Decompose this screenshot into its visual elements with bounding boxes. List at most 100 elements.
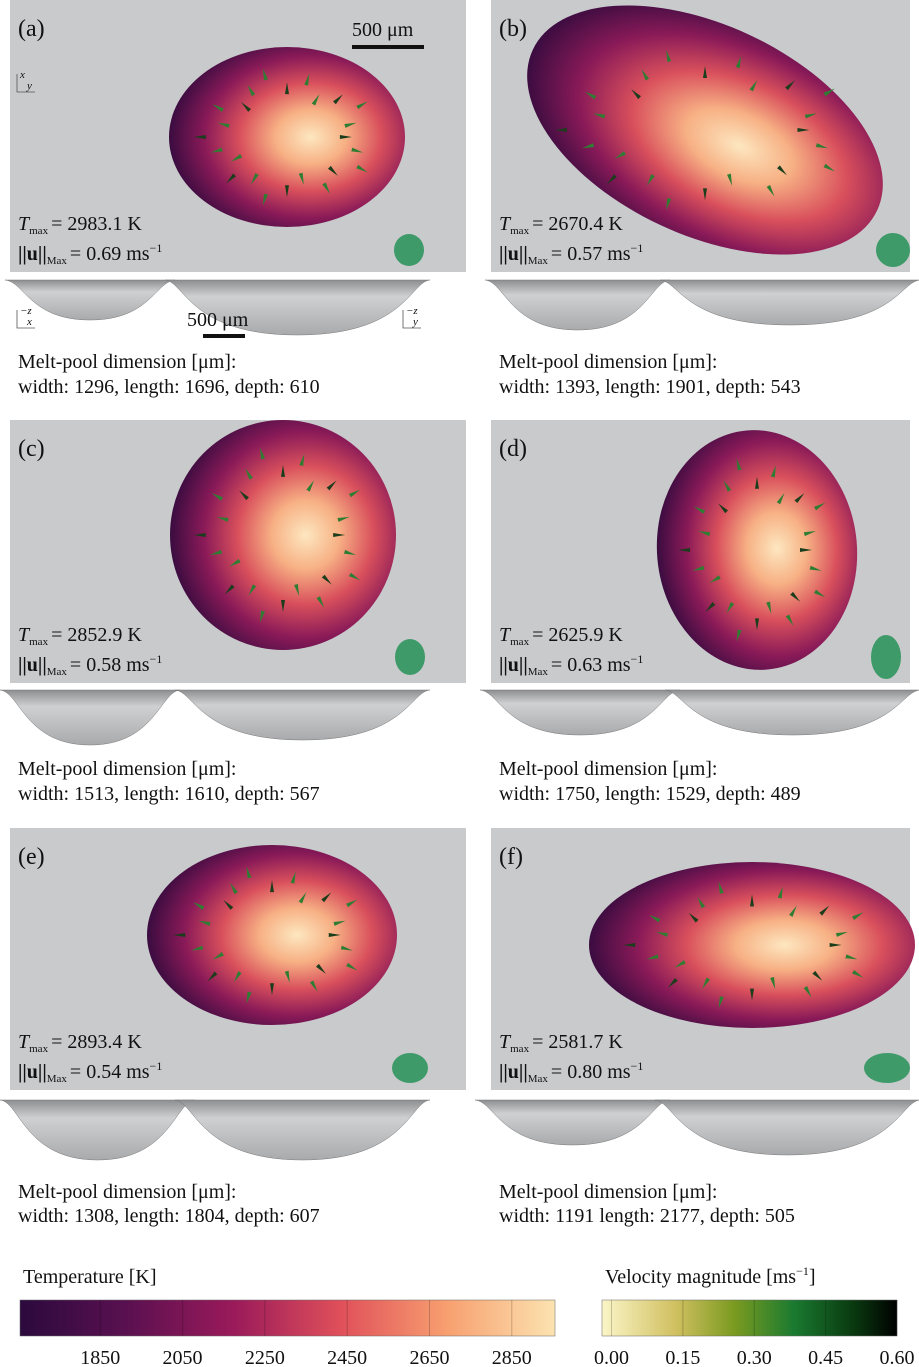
colorbar-title: Velocity magnitude [ms−1] bbox=[605, 1264, 816, 1288]
side-view bbox=[654, 1099, 919, 1156]
colorbar-title-end: ] bbox=[809, 1266, 816, 1288]
velocity-arrow bbox=[248, 584, 257, 596]
velocity-arrow bbox=[304, 73, 310, 86]
velocity-arrow bbox=[327, 165, 338, 176]
colorbar-tick-label: 2650 bbox=[409, 1347, 449, 1367]
velocity-arrow bbox=[346, 899, 358, 908]
velocity-arrow bbox=[785, 614, 794, 626]
velocity-arrow bbox=[211, 493, 223, 501]
velocity-arrow bbox=[750, 894, 754, 907]
velocity-arrow bbox=[777, 886, 783, 899]
velocity-arrow bbox=[766, 184, 775, 197]
velocity-arrow bbox=[797, 128, 810, 132]
velocity-arrow bbox=[718, 996, 724, 1009]
velocity-arrow bbox=[224, 584, 235, 595]
colorbar-tick-label: 0.15 bbox=[665, 1347, 700, 1367]
side-view bbox=[664, 689, 919, 736]
colorbar-tick-label: 2450 bbox=[327, 1347, 367, 1367]
u-max-value: = 0.69 bbox=[70, 243, 121, 265]
side-view bbox=[0, 689, 181, 746]
velocity-arrow bbox=[697, 896, 706, 909]
velocity-arrow bbox=[191, 945, 204, 951]
velocity-arrow bbox=[230, 154, 243, 162]
velocity-arrow bbox=[281, 464, 285, 477]
velocity-arrow bbox=[259, 610, 265, 623]
velocity-arrow bbox=[554, 128, 567, 132]
u-max: ||u||Max = 0.63 ms−1 bbox=[499, 652, 643, 678]
velocity-arrow bbox=[339, 135, 352, 139]
velocity-arrow bbox=[173, 933, 186, 937]
velocity-arrow bbox=[614, 151, 626, 159]
laser-spot bbox=[876, 233, 910, 267]
axis-label: x bbox=[26, 316, 32, 328]
unit: ms bbox=[126, 654, 150, 676]
laser-spot bbox=[864, 1053, 910, 1083]
velocity-arrow bbox=[326, 480, 337, 491]
u-sub: Max bbox=[47, 1073, 68, 1085]
colorbar-tick-label: 1850 bbox=[80, 1347, 120, 1367]
velocity-arrow bbox=[794, 493, 805, 504]
velocity-arrow bbox=[705, 602, 716, 612]
velocity-arrow bbox=[703, 65, 707, 78]
t-max-value: = 2581.7 K bbox=[532, 1031, 623, 1053]
u-max: ||u||Max = 0.69 ms−1 bbox=[18, 241, 162, 267]
u-sub: Max bbox=[528, 1073, 549, 1085]
velocity-arrow bbox=[692, 565, 705, 571]
velocity-arrow bbox=[582, 143, 595, 149]
velocity-arrow bbox=[785, 80, 796, 91]
velocity-arrow bbox=[726, 602, 735, 614]
velocity-arrow bbox=[281, 600, 285, 613]
side-view bbox=[174, 1099, 431, 1161]
velocity-arrow bbox=[246, 991, 252, 1004]
velocity-arrow bbox=[790, 591, 801, 602]
dimension-title: Melt-pool dimension [μm]: bbox=[18, 1181, 236, 1203]
dimension-title: Melt-pool dimension [μm]: bbox=[18, 758, 236, 780]
u-max-value: = 0.80 bbox=[551, 1061, 602, 1083]
velocity-arrow bbox=[666, 49, 672, 62]
velocity-arrow bbox=[285, 185, 289, 198]
velocity-arrow bbox=[702, 977, 711, 989]
velocity-arrow bbox=[845, 954, 858, 960]
u-max-value: = 0.54 bbox=[70, 1061, 121, 1083]
side-view bbox=[4, 279, 176, 321]
velocity-arrow bbox=[631, 89, 642, 100]
t-max-value: = 2670.4 K bbox=[532, 213, 623, 235]
colorbar-tick-label: 2850 bbox=[492, 1347, 532, 1367]
u-max: ||u||Max = 0.58 ms−1 bbox=[18, 652, 162, 678]
velocity-arrow bbox=[316, 963, 326, 974]
velocity-arrow bbox=[606, 174, 617, 185]
velocity-arrow bbox=[584, 91, 597, 100]
colorbar bbox=[19, 1299, 556, 1337]
velocity-arrow bbox=[667, 977, 678, 988]
dimension-values: width: 1191 length: 2177, depth: 505 bbox=[499, 1205, 795, 1227]
velocity-arrow bbox=[298, 172, 304, 185]
velocity-arrow bbox=[233, 971, 242, 983]
u-max-value: = 0.58 bbox=[70, 654, 121, 676]
u-max: ||u||Max = 0.80 ms−1 bbox=[499, 1059, 643, 1085]
u-max-value: = 0.57 bbox=[551, 243, 602, 265]
velocity-arrow bbox=[285, 82, 289, 95]
velocity-arrow bbox=[703, 188, 707, 201]
velocity-arrow bbox=[192, 902, 205, 910]
dimension-values: width: 1296, length: 1696, depth: 610 bbox=[18, 376, 320, 398]
velocity-arrow bbox=[812, 970, 823, 981]
velocity-arrow bbox=[646, 954, 659, 960]
velocity-arrow bbox=[688, 912, 699, 923]
velocity-arrow bbox=[226, 173, 236, 184]
velocity-arrow bbox=[210, 147, 223, 153]
velocity-arrow bbox=[198, 920, 211, 926]
t-sub: max bbox=[29, 225, 48, 237]
velocity-arrow bbox=[666, 198, 672, 211]
velocity-arrow bbox=[337, 516, 350, 522]
velocity-arrow bbox=[351, 147, 364, 153]
velocity-arrow bbox=[321, 574, 332, 585]
side-view bbox=[174, 689, 431, 741]
velocity-arrow bbox=[245, 468, 253, 480]
velocity-arrow bbox=[709, 575, 721, 583]
t-max-value: = 2983.1 K bbox=[51, 213, 142, 235]
velocity-arrow bbox=[333, 920, 346, 926]
velocity-arrow bbox=[647, 174, 655, 186]
velocity-arrow bbox=[777, 165, 787, 176]
panel-label: (c) bbox=[18, 436, 45, 462]
